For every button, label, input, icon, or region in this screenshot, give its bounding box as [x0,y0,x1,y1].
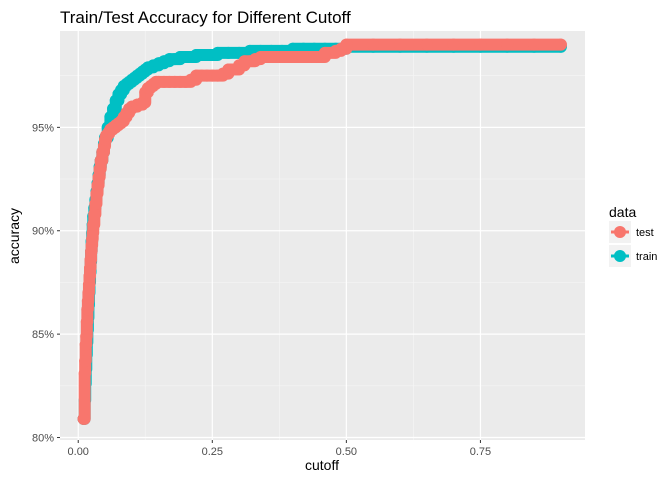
data-point-test [340,38,353,51]
data-point-test [80,330,93,343]
data-point-test [286,51,299,64]
y-tick-label: 90% [32,226,54,238]
y-axis-ticks: 80% 85% 90% 95% [32,122,60,445]
legend-key-point [614,226,626,238]
x-tick-label: 0.25 [202,446,223,458]
series-layer [77,38,567,425]
legend-key-point [614,250,626,262]
legend-item-train: train [609,245,657,267]
data-point-test [393,38,406,51]
data-point-test [77,412,90,425]
legend-title: data [609,204,636,220]
data-point-test [78,367,91,380]
y-tick-label: 80% [32,433,54,445]
data-point-test [89,197,102,210]
data-point-test [88,208,101,221]
x-tick-label: 0.00 [68,446,89,458]
data-point-train [200,48,213,61]
data-point-test [136,96,149,109]
plot-panel [60,31,585,440]
gridlines [60,31,585,440]
data-point-train [179,51,192,64]
legend: data test train [609,204,657,267]
data-point-test [501,38,514,51]
data-point-test [79,355,92,368]
x-axis-title: cutoff [305,457,339,473]
y-axis-title: accuracy [6,208,22,264]
data-point-test [80,315,93,328]
x-tick-label: 0.75 [470,446,491,458]
data-point-test [474,38,487,51]
data-point-test [265,51,278,64]
y-tick-label: 95% [32,122,54,134]
chart-title: Train/Test Accuracy for Different Cutoff [60,8,351,27]
x-axis-ticks: 0.00 0.25 0.50 0.75 [68,440,491,458]
data-point-test [447,38,460,51]
series-test [77,38,567,425]
legend-item-test: test [609,221,654,243]
data-point-train [211,46,224,59]
data-point-test [308,51,321,64]
data-point-test [297,51,310,64]
data-point-test [87,218,100,231]
y-tick-label: 85% [32,329,54,341]
data-point-test [554,38,567,51]
data-point-train [190,48,203,61]
data-point-train [222,46,235,59]
data-point-test [420,38,433,51]
data-point-test [276,51,289,64]
data-point-test [318,46,331,59]
legend-label: train [636,251,657,263]
legend-label: test [636,227,654,239]
data-point-test [528,38,541,51]
data-point-test [367,38,380,51]
x-tick-label: 0.50 [336,446,357,458]
